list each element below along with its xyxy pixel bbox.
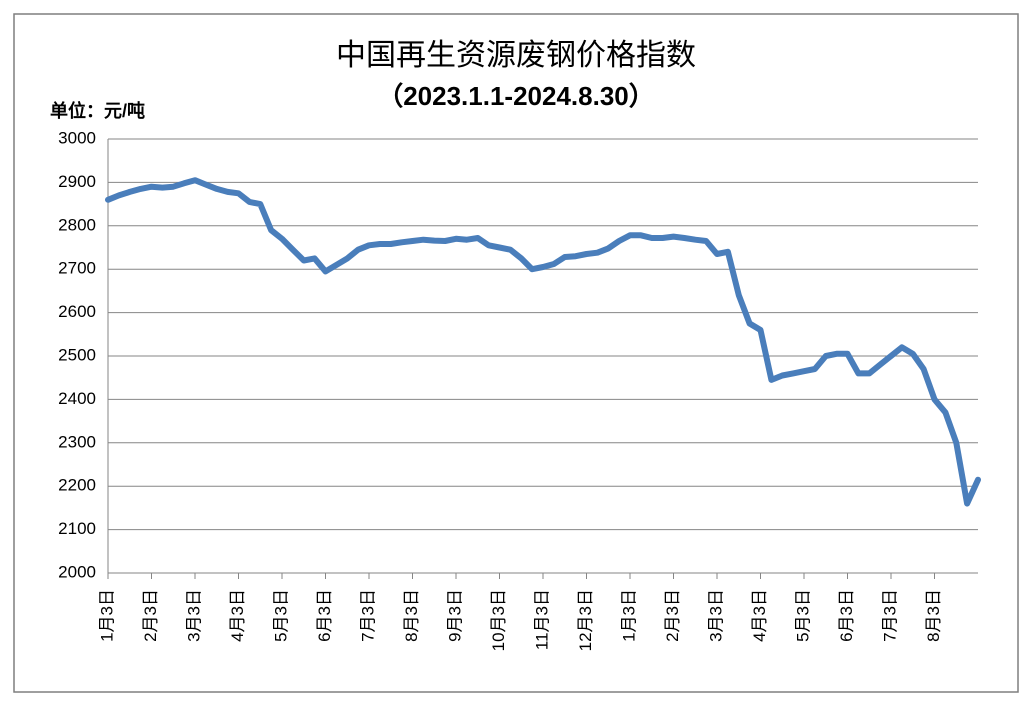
y-tick-label: 2900 <box>58 172 96 191</box>
x-tick-label: 7月3日 <box>880 589 899 642</box>
x-tick-label: 7月3日 <box>358 589 377 642</box>
y-tick-label: 2200 <box>58 476 96 495</box>
x-tick-label: 5月3日 <box>793 589 812 642</box>
y-tick-label: 2500 <box>58 345 96 364</box>
x-tick-label: 11月3日 <box>532 589 551 650</box>
x-tick-label: 1月3日 <box>619 589 638 642</box>
chart-subtitle: （2023.1.1-2024.8.30） <box>377 81 655 111</box>
x-tick-label: 10月3日 <box>489 589 508 651</box>
chart-frame <box>13 13 1019 693</box>
y-tick-label: 3000 <box>58 128 96 147</box>
y-tick-label: 2400 <box>58 389 96 408</box>
x-tick-label: 12月3日 <box>576 589 595 651</box>
x-tick-label: 2月3日 <box>663 589 682 642</box>
data-line <box>105 177 981 507</box>
y-tick-label: 2100 <box>58 519 96 538</box>
y-tick-label: 2800 <box>58 215 96 234</box>
x-tick-label: 2月3日 <box>141 589 160 642</box>
x-tick-label: 4月3日 <box>750 589 769 642</box>
y-tick-label: 2000 <box>58 562 96 581</box>
y-tick-label: 2700 <box>58 259 96 278</box>
chart-title: 中国再生资源废钢价格指数 <box>336 39 696 72</box>
y-tick-label: 2600 <box>58 302 96 321</box>
x-tick-label: 3月3日 <box>184 589 203 642</box>
x-tick-label: 1月3日 <box>97 589 116 642</box>
x-tick-label: 9月3日 <box>445 589 464 642</box>
y-axis-label: 单位：元/吨 <box>50 100 145 121</box>
x-tick-label: 8月3日 <box>924 589 943 642</box>
x-tick-label: 6月3日 <box>315 589 334 642</box>
x-tick-label: 5月3日 <box>271 589 290 642</box>
x-tick-label: 4月3日 <box>228 589 247 642</box>
x-tick-label: 3月3日 <box>706 589 725 642</box>
x-tick-label: 6月3日 <box>837 589 856 642</box>
y-tick-label: 2300 <box>58 432 96 451</box>
x-tick-label: 8月3日 <box>402 589 421 642</box>
